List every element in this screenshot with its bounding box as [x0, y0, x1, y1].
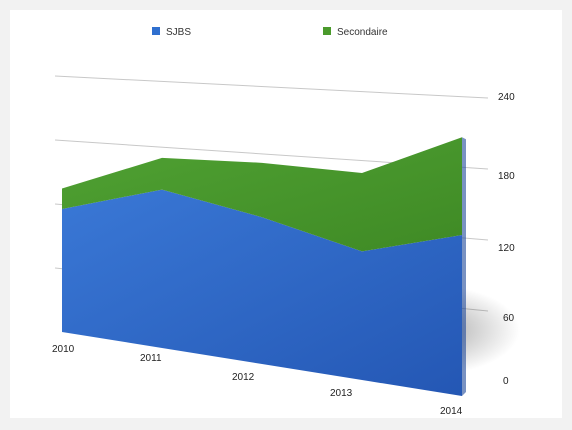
y-tick-label-240: 240: [498, 92, 515, 103]
area-sjbs: [62, 189, 462, 396]
x-tick-label-2010: 2010: [52, 344, 75, 355]
legend-label-sjbs: SJBS: [166, 27, 191, 38]
area-secondaire: [62, 137, 462, 252]
legend-swatch-sjbs: [152, 27, 160, 35]
area-side-face: [462, 137, 466, 396]
y-tick-label-120: 120: [498, 243, 515, 254]
legend-label-secondaire: Secondaire: [337, 27, 388, 38]
areas: [62, 137, 466, 396]
y-tick-label-180: 180: [498, 171, 515, 182]
y-tick-label-0: 0: [503, 376, 509, 387]
x-tick-label-2013: 2013: [330, 388, 353, 399]
x-axis-tick-labels: 2010 2011 2012 2013 2014: [52, 344, 463, 417]
y-axis-tick-labels: 0 60 120 180 240: [498, 92, 515, 387]
gridline-240: [54, 75, 489, 99]
legend: SJBS Secondaire: [152, 27, 388, 38]
y-tick-label-60: 60: [503, 313, 515, 324]
x-tick-label-2014: 2014: [440, 406, 463, 417]
legend-swatch-secondaire: [323, 27, 331, 35]
x-tick-label-2012: 2012: [232, 372, 255, 383]
x-tick-label-2011: 2011: [140, 353, 162, 364]
